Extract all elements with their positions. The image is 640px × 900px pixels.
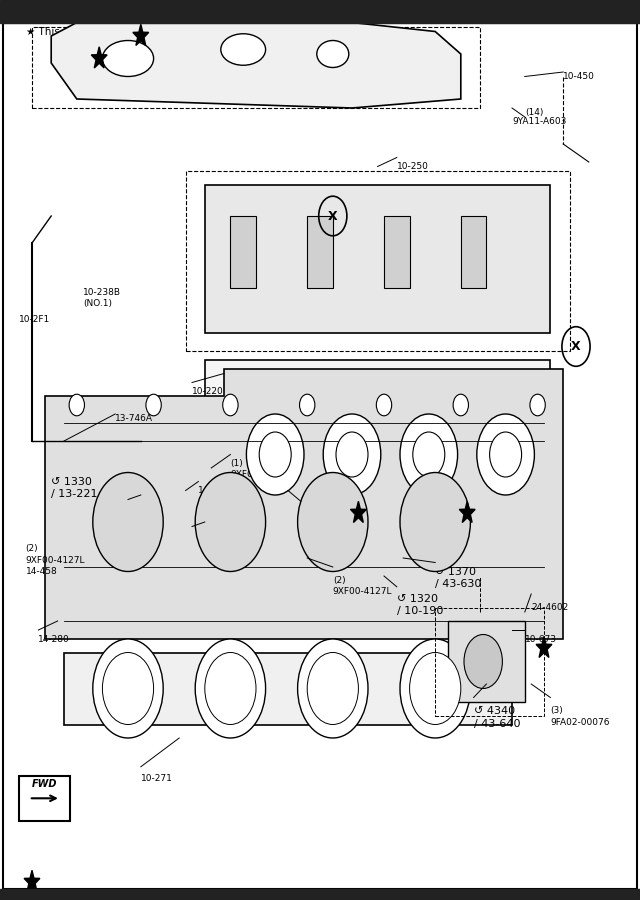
Polygon shape bbox=[51, 22, 461, 108]
Circle shape bbox=[93, 639, 163, 738]
Bar bbox=[0, 0, 640, 22]
Polygon shape bbox=[45, 369, 563, 639]
Text: 14-280: 14-280 bbox=[38, 634, 70, 644]
Text: (2)
9XF00-4127L: (2) 9XF00-4127L bbox=[26, 544, 85, 564]
Circle shape bbox=[146, 394, 161, 416]
Text: ↺ 1370
/ 43-630: ↺ 1370 / 43-630 bbox=[435, 567, 481, 590]
Text: 10-2F1: 10-2F1 bbox=[19, 315, 51, 324]
Text: 10-220: 10-220 bbox=[192, 387, 224, 396]
Circle shape bbox=[400, 639, 470, 738]
Circle shape bbox=[246, 414, 304, 495]
Circle shape bbox=[205, 652, 256, 724]
Circle shape bbox=[477, 414, 534, 495]
Circle shape bbox=[464, 634, 502, 688]
Circle shape bbox=[400, 472, 470, 572]
Circle shape bbox=[300, 394, 315, 416]
Bar bbox=[32, 27, 480, 108]
Text: 10-250: 10-250 bbox=[397, 162, 429, 171]
Text: 10-235: 10-235 bbox=[301, 504, 333, 513]
Ellipse shape bbox=[102, 40, 154, 76]
Text: (2)
9XF00-4127L: (2) 9XF00-4127L bbox=[333, 576, 392, 596]
Text: 14-458: 14-458 bbox=[198, 486, 230, 495]
Text: 10-232: 10-232 bbox=[410, 216, 442, 225]
Polygon shape bbox=[448, 621, 525, 702]
Text: 10-450: 10-450 bbox=[563, 72, 595, 81]
Text: 24-4602: 24-4602 bbox=[531, 603, 568, 612]
Circle shape bbox=[195, 472, 266, 572]
Circle shape bbox=[323, 414, 381, 495]
Text: X: X bbox=[328, 210, 338, 222]
Circle shape bbox=[400, 414, 458, 495]
Bar bbox=[186, 171, 570, 351]
Text: ↺ 1320
/ 10-190: ↺ 1320 / 10-190 bbox=[397, 594, 443, 616]
Circle shape bbox=[336, 432, 368, 477]
Circle shape bbox=[93, 472, 163, 572]
Circle shape bbox=[530, 394, 545, 416]
Polygon shape bbox=[205, 360, 550, 526]
Text: 14-458: 14-458 bbox=[26, 567, 58, 576]
Circle shape bbox=[223, 394, 238, 416]
Text: (14): (14) bbox=[525, 108, 543, 117]
Bar bbox=[435, 608, 544, 716]
Bar bbox=[0, 889, 640, 900]
Circle shape bbox=[259, 432, 291, 477]
Text: 9YA11-A603: 9YA11-A603 bbox=[512, 117, 566, 126]
Polygon shape bbox=[92, 47, 107, 68]
Text: ↺ 1330
/ 13-221: ↺ 1330 / 13-221 bbox=[51, 477, 98, 500]
Circle shape bbox=[69, 394, 84, 416]
Bar bbox=[384, 216, 410, 288]
Ellipse shape bbox=[221, 33, 266, 66]
Text: 10-238B
(NO.1): 10-238B (NO.1) bbox=[83, 288, 121, 308]
Circle shape bbox=[453, 394, 468, 416]
Text: 10-238B
(NO.2): 10-238B (NO.2) bbox=[282, 216, 319, 236]
Bar bbox=[230, 216, 256, 288]
Polygon shape bbox=[536, 636, 552, 658]
Text: 13-746A: 13-746A bbox=[115, 414, 153, 423]
Text: (1)
9XF00-2110L: (1) 9XF00-2110L bbox=[230, 459, 290, 479]
Text: (3)
9FA02-00076: (3) 9FA02-00076 bbox=[550, 706, 610, 726]
Text: ↺ 4340
/ 43-640: ↺ 4340 / 43-640 bbox=[474, 706, 520, 729]
Circle shape bbox=[298, 472, 368, 572]
Polygon shape bbox=[64, 652, 512, 724]
Text: FWD: FWD bbox=[32, 779, 58, 789]
Text: 10-673: 10-673 bbox=[525, 634, 557, 644]
Circle shape bbox=[102, 652, 154, 724]
Text: ★ This part is not serviced.: ★ This part is not serviced. bbox=[26, 27, 167, 37]
Circle shape bbox=[195, 639, 266, 738]
Polygon shape bbox=[460, 501, 475, 523]
Polygon shape bbox=[24, 870, 40, 892]
Text: 10-271: 10-271 bbox=[141, 774, 173, 783]
Circle shape bbox=[413, 432, 445, 477]
Polygon shape bbox=[351, 501, 366, 523]
Circle shape bbox=[490, 432, 522, 477]
Circle shape bbox=[307, 652, 358, 724]
Circle shape bbox=[410, 652, 461, 724]
Text: 14-290: 14-290 bbox=[205, 526, 237, 536]
Ellipse shape bbox=[317, 40, 349, 68]
Text: X: X bbox=[571, 340, 581, 353]
Circle shape bbox=[298, 639, 368, 738]
Circle shape bbox=[376, 394, 392, 416]
Polygon shape bbox=[205, 184, 550, 333]
Text: 14-420: 14-420 bbox=[128, 504, 159, 513]
Bar bbox=[307, 216, 333, 288]
Bar bbox=[19, 776, 70, 821]
Polygon shape bbox=[133, 24, 148, 46]
Text: (NO.2)
10-238B: (NO.2) 10-238B bbox=[461, 225, 499, 245]
Text: ↺ (2/2): ↺ (2/2) bbox=[320, 675, 351, 684]
Bar bbox=[461, 216, 486, 288]
